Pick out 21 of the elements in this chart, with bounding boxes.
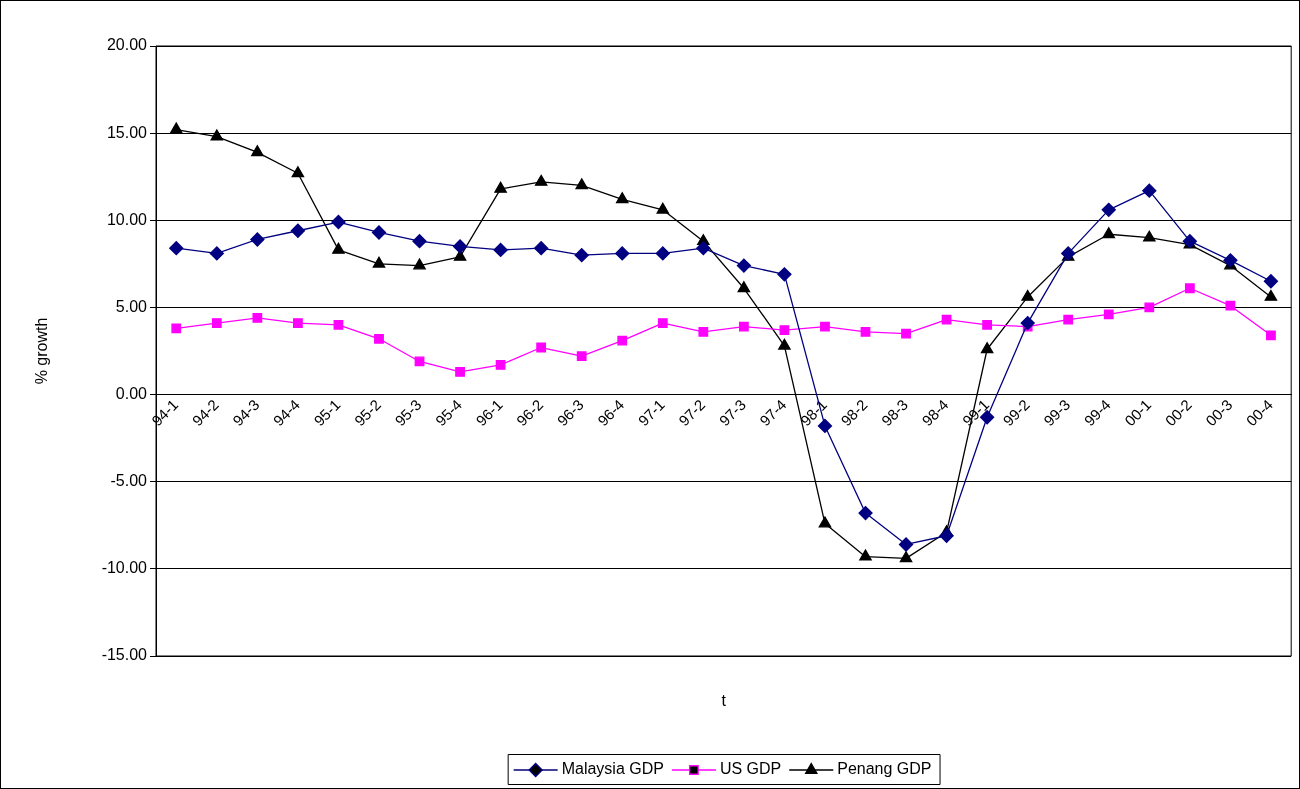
- y-tick-label: 0.00: [115, 384, 148, 402]
- y-tick-label: 20.00: [106, 36, 148, 54]
- y-tick-label: -15.00: [101, 646, 148, 664]
- x-tick-label: 98-1: [796, 395, 831, 430]
- x-tick-label: 00-1: [1121, 395, 1155, 430]
- legend-label: Penang GDP: [837, 760, 932, 778]
- x-tick-label: 99-1: [958, 395, 993, 430]
- x-tick-label: 95-1: [310, 395, 344, 430]
- x-tick-label: 00-3: [1202, 395, 1236, 430]
- y-tick-label: -10.00: [101, 559, 148, 577]
- x-tick-label: 97-1: [634, 395, 668, 430]
- x-axis-title: t: [721, 692, 727, 710]
- y-tick-label: 5.00: [115, 297, 148, 315]
- legend-label: US GDP: [719, 760, 782, 778]
- y-axis-title: % growth: [33, 317, 51, 385]
- x-tick-label: 94-1: [148, 395, 182, 430]
- y-tick-label: 15.00: [106, 123, 148, 141]
- y-tick-label: -5.00: [110, 472, 148, 490]
- legend-label: Malaysia GDP: [561, 760, 664, 778]
- y-tick-label: 10.00: [106, 210, 148, 228]
- x-tick-label: 96-1: [472, 395, 506, 430]
